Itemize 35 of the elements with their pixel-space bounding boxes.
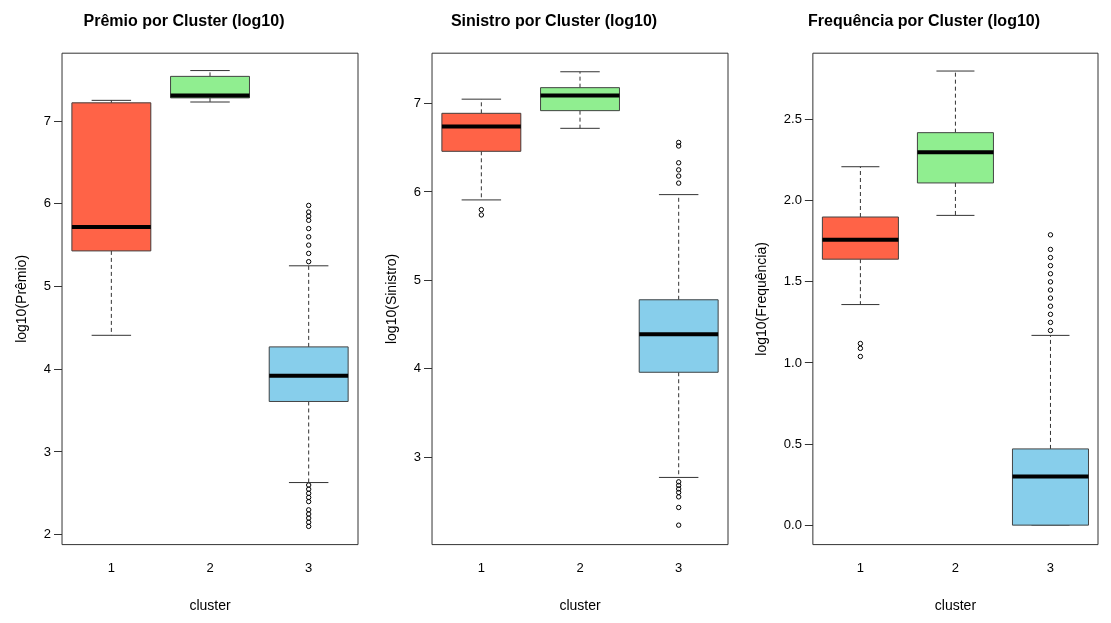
y-axis-title: log10(Sinistro) <box>383 253 400 345</box>
y-tick-label: 6 <box>43 195 52 211</box>
y-tick-label: 3 <box>413 448 422 464</box>
y-tick-label: 2 <box>43 526 52 542</box>
y-axis-title: log10(Frequência) <box>753 242 770 356</box>
y-tick-label: 2.0 <box>783 192 802 208</box>
y-tick-label: 6 <box>413 183 422 199</box>
x-tick-label: 3 <box>305 559 313 575</box>
x-axis-title: cluster <box>559 597 601 614</box>
y-tick-label: 4 <box>413 360 422 376</box>
y-tick-label: 5 <box>413 271 422 287</box>
y-axis-title: log10(Prêmio) <box>13 254 30 343</box>
y-tick-label: 0.5 <box>783 435 802 451</box>
chart-title: Prêmio por Cluster (log10) <box>83 12 285 30</box>
x-tick-label: 3 <box>675 559 683 575</box>
y-tick-label: 1.5 <box>783 273 802 289</box>
x-tick-label: 2 <box>951 559 960 575</box>
chart-title: Sinistro por Cluster (log10) <box>450 12 658 30</box>
y-tick-label: 4 <box>43 360 52 376</box>
x-tick-label: 3 <box>1046 559 1055 575</box>
x-tick-label: 2 <box>206 559 214 575</box>
y-tick-label: 3 <box>43 443 52 459</box>
x-tick-label: 1 <box>856 559 865 575</box>
y-tick-label: 7 <box>43 112 52 128</box>
y-tick-label: 2.5 <box>783 111 802 127</box>
chart-title: Frequência por Cluster (log10) <box>807 12 1041 30</box>
y-tick-label: 0.0 <box>783 516 802 532</box>
x-axis-title: cluster <box>189 597 231 614</box>
x-tick-label: 1 <box>477 559 485 575</box>
y-tick-label: 1.0 <box>783 354 802 370</box>
y-tick-label: 5 <box>43 278 52 294</box>
x-tick-label: 2 <box>576 559 584 575</box>
x-axis-title: cluster <box>934 597 977 614</box>
x-tick-label: 1 <box>107 559 115 575</box>
y-tick-label: 7 <box>413 95 422 111</box>
